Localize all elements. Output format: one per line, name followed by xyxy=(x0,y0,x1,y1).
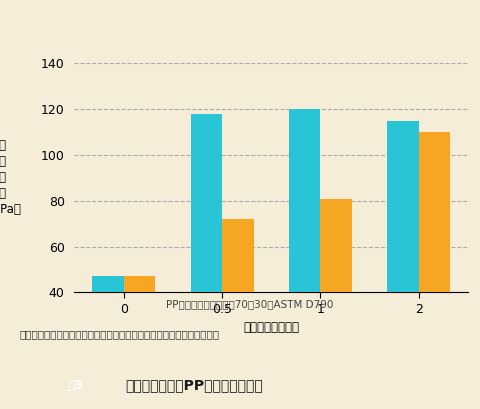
Bar xyxy=(419,132,450,384)
Bar xyxy=(387,121,419,384)
Text: 図3: 図3 xyxy=(68,379,84,392)
Bar xyxy=(124,276,155,384)
Text: ガラス繊維強化PP樹脂への添加例: ガラス繊維強化PP樹脂への添加例 xyxy=(125,379,263,393)
Bar xyxy=(222,219,253,384)
Bar xyxy=(289,109,320,384)
X-axis label: 添加量（質量％）: 添加量（質量％） xyxy=(243,321,299,335)
Text: PP樹脂／ガラス繊維＝70／30、ASTM D790: PP樹脂／ガラス繊維＝70／30、ASTM D790 xyxy=(166,299,333,309)
Y-axis label: 曲
げ
強
度
（MPa）: 曲 げ 強 度 （MPa） xyxy=(0,139,21,216)
Bar xyxy=(191,114,222,384)
Bar xyxy=(320,198,352,384)
Text: 「ユーメックス」は、少量添加で曲げ強度などの機械物性を向上させる: 「ユーメックス」は、少量添加で曲げ強度などの機械物性を向上させる xyxy=(19,329,219,339)
Bar xyxy=(92,276,124,384)
